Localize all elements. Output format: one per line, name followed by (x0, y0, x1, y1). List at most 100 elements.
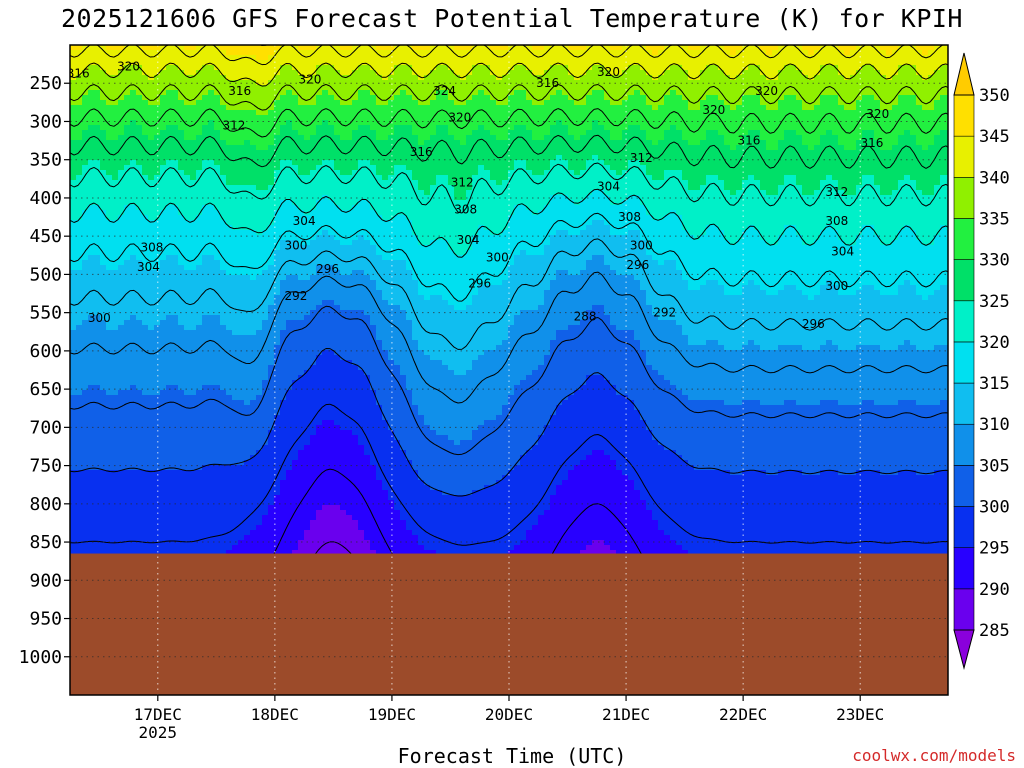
contour-label: 304 (597, 179, 620, 193)
contour-label: 320 (448, 111, 471, 125)
colorbar-segment (954, 218, 974, 259)
y-tick-label: 800 (29, 494, 62, 515)
x-tick-label: 22DEC (719, 705, 767, 724)
contour-label: 300 (630, 238, 653, 252)
contour-label: 316 (536, 76, 559, 90)
colorbar-label: 335 (979, 209, 1010, 229)
contour-label: 300 (284, 238, 307, 252)
colorbar-label: 295 (979, 539, 1010, 559)
contour-label: 320 (299, 72, 322, 86)
colorbar-label: 300 (979, 498, 1010, 518)
contour-label: 300 (88, 311, 111, 325)
colorbar-segment (954, 589, 974, 630)
contour-label: 300 (825, 279, 848, 293)
colorbar-segment (954, 260, 974, 301)
contour-label: 304 (137, 260, 160, 274)
y-tick-label: 650 (29, 379, 62, 400)
contour-label: 320 (117, 59, 140, 73)
x-year-label: 2025 (139, 723, 178, 742)
colorbar-label: 310 (979, 415, 1010, 435)
contour-label: 308 (825, 214, 848, 228)
colorbar: 285 290 295 300 305 310 315 320 325 330 335 340 345 3… (954, 53, 1010, 668)
colorbar-segment (954, 301, 974, 342)
contour-label: 308 (140, 241, 163, 255)
contour-label: 304 (831, 244, 854, 258)
contour-label: 316 (228, 84, 251, 98)
y-tick-label: 950 (29, 609, 62, 630)
colorbar-segment (954, 95, 974, 136)
contour-label: 320 (597, 65, 620, 79)
y-axis-ticks: 250 300 350 400 450 500 550 600 650 700 750 800 850 9… (19, 73, 70, 668)
contour-label: 312 (630, 151, 653, 165)
contour-label: 308 (454, 202, 477, 216)
contour-label: 312 (451, 176, 474, 190)
colorbar-label: 340 (979, 168, 1010, 188)
contour-label: 308 (618, 210, 641, 224)
x-tick-label: 19DEC (368, 705, 416, 724)
colorbar-segment (954, 465, 974, 506)
contour-label: 324 (293, 23, 316, 37)
x-axis-ticks: 17DEC 18DEC 19DEC 20DEC 21DEC 22DEC 23DEC 2025 (134, 695, 885, 742)
y-tick-label: 900 (29, 570, 62, 591)
y-tick-label: 700 (29, 417, 62, 438)
y-tick-label: 350 (29, 150, 62, 171)
colorbar-label: 350 (979, 86, 1010, 106)
y-tick-label: 500 (29, 264, 62, 285)
contour-label: 296 (468, 277, 491, 291)
y-tick-label: 600 (29, 341, 62, 362)
contour-label: 316 (860, 136, 883, 150)
x-tick-label: 21DEC (602, 705, 650, 724)
y-tick-label: 550 (29, 303, 62, 324)
colorbar-label: 285 (979, 621, 1010, 641)
colorbar-label: 320 (979, 333, 1010, 353)
colorbar-label: 315 (979, 374, 1010, 394)
y-tick-label: 750 (29, 456, 62, 477)
contour-label: 296 (626, 258, 649, 272)
contour-label: 328 (533, 4, 556, 18)
contour-label: 300 (486, 251, 509, 265)
y-tick-label: 1000 (19, 647, 62, 668)
contour-label: 312 (825, 185, 848, 199)
contour-label: 304 (293, 214, 316, 228)
contour-label: 296 (316, 262, 339, 276)
colorbar-bottom-arrow (954, 630, 974, 668)
colorbar-label: 330 (979, 251, 1010, 271)
colorbar-label: 290 (979, 580, 1010, 600)
contour-label: 320 (866, 107, 889, 121)
contour-label: 320 (755, 84, 778, 98)
x-tick-label: 18DEC (251, 705, 299, 724)
colorbar-label: 345 (979, 127, 1010, 147)
contour-label: 292 (284, 289, 307, 303)
contour-label: 324 (433, 84, 456, 98)
y-tick-label: 250 (29, 73, 62, 94)
contour-label: 296 (802, 317, 825, 331)
ground-fill (70, 554, 948, 695)
colorbar-segment (954, 424, 974, 465)
colorbar-segment (954, 548, 974, 589)
colorbar-segment (954, 383, 974, 424)
colorbar-segment (954, 177, 974, 218)
y-tick-label: 300 (29, 111, 62, 132)
x-tick-label: 23DEC (836, 705, 884, 724)
contour-label: 316 (410, 145, 433, 159)
contour-label: 324 (843, 0, 866, 14)
x-tick-label: 20DEC (485, 705, 533, 724)
contour-label: 312 (222, 118, 245, 132)
colorbar-label: 325 (979, 292, 1010, 312)
colorbar-segment (954, 342, 974, 383)
contour-label: 292 (653, 306, 676, 320)
colorbar-segment (954, 507, 974, 548)
y-tick-label: 400 (29, 188, 62, 209)
colorbar-label: 305 (979, 456, 1010, 476)
y-tick-label: 450 (29, 226, 62, 247)
contour-label: 288 (574, 309, 597, 323)
contour-label: 316 (738, 134, 761, 148)
colorbar-segment (954, 136, 974, 177)
contour-label: 304 (457, 233, 480, 247)
contour-label: 320 (702, 103, 725, 117)
colorbar-top-arrow (954, 53, 974, 95)
y-tick-label: 850 (29, 532, 62, 553)
x-tick-label: 17DEC (134, 705, 182, 724)
ground-layer (70, 554, 948, 695)
